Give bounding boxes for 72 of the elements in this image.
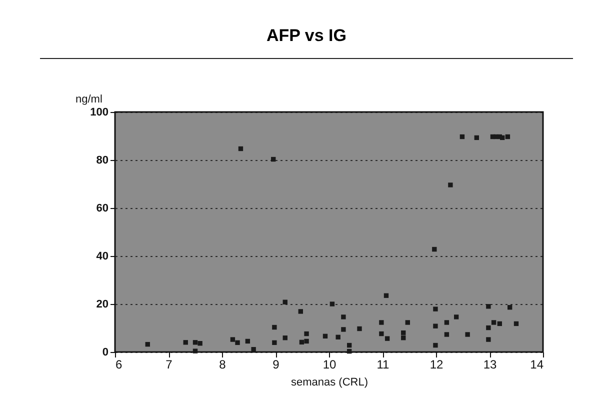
- point: [192, 340, 198, 345]
- point: [272, 340, 277, 345]
- y-tick-label: 100: [90, 106, 108, 118]
- x-tick-label: 6: [116, 358, 122, 372]
- point: [346, 348, 352, 354]
- point: [384, 336, 390, 341]
- x-tick-label: 9: [272, 358, 280, 372]
- point: [330, 302, 335, 306]
- y-tick-label: 20: [96, 298, 108, 310]
- point: [500, 135, 505, 140]
- point: [401, 330, 406, 336]
- point: [507, 305, 512, 310]
- x-tick-label: 12: [430, 358, 444, 372]
- x-axis-title: semanas (CRL): [290, 376, 368, 388]
- point: [486, 304, 491, 309]
- point: [433, 306, 438, 312]
- x-tick-label: 14: [530, 358, 544, 372]
- y-tick-label: 40: [96, 250, 108, 262]
- x-tick-label: 10: [322, 358, 336, 372]
- point: [379, 320, 384, 325]
- x-tick-label: 13: [483, 358, 497, 372]
- y-axis-title: ng/ml: [76, 94, 102, 106]
- point: [444, 332, 450, 337]
- point: [357, 326, 362, 332]
- point: [465, 332, 470, 337]
- point: [433, 324, 438, 328]
- point: [432, 246, 437, 252]
- point: [245, 338, 250, 344]
- point: [491, 320, 496, 325]
- x-tick-label: 11: [376, 358, 390, 372]
- point: [145, 342, 150, 347]
- point: [272, 324, 277, 330]
- point: [401, 335, 406, 340]
- point: [230, 337, 236, 342]
- point: [444, 320, 450, 325]
- point: [282, 300, 288, 304]
- x-tick-label: 7: [166, 358, 173, 372]
- point: [299, 340, 304, 345]
- point: [271, 156, 276, 162]
- point: [486, 325, 491, 330]
- point: [341, 314, 346, 320]
- y-tick-label: 80: [96, 154, 108, 166]
- point: [474, 135, 480, 140]
- point: [405, 320, 410, 325]
- point: [235, 340, 240, 345]
- point: [183, 340, 188, 345]
- point: [454, 314, 459, 320]
- x-tick-label: 8: [219, 358, 226, 372]
- point: [505, 134, 510, 140]
- point: [346, 342, 352, 348]
- point: [486, 337, 491, 342]
- point: [298, 309, 303, 314]
- point: [514, 321, 519, 326]
- point: [433, 342, 438, 348]
- point: [192, 348, 198, 354]
- point: [282, 335, 288, 340]
- point: [304, 338, 309, 344]
- point: [384, 293, 389, 298]
- y-tick-label: 60: [96, 202, 108, 214]
- point: [304, 331, 309, 336]
- point: [322, 334, 328, 339]
- point: [238, 146, 244, 152]
- point: [198, 341, 202, 346]
- point: [379, 331, 384, 336]
- point: [336, 334, 340, 340]
- y-tick-label: 0: [102, 346, 108, 358]
- point: [460, 134, 465, 140]
- point: [251, 347, 256, 352]
- point: [448, 182, 453, 188]
- chart-title: AFP vs IG: [266, 25, 348, 47]
- point: [497, 321, 502, 326]
- point: [341, 327, 346, 332]
